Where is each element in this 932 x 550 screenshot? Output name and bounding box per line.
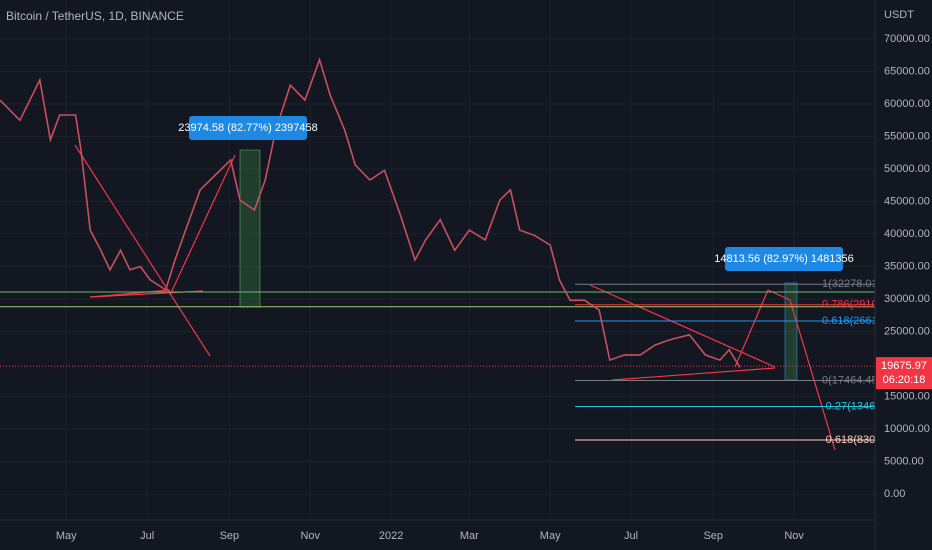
measure-label-bg (189, 116, 307, 140)
fib-label: 1(32278.01) (822, 278, 881, 290)
measure-label: 14813.56 (82.97%) 1481356 (714, 253, 853, 265)
y-tick-label: 25000.00 (884, 325, 930, 337)
x-tick-label: May (540, 530, 561, 542)
y-tick-label: 40000.00 (884, 228, 930, 240)
y-tick-label: 50000.00 (884, 163, 930, 175)
measure-box (784, 282, 798, 381)
trend-line (611, 367, 776, 381)
trend-line (74, 144, 211, 357)
fib-label: 0.786(29107.9 (822, 299, 893, 311)
plot-area: 1(32278.01) 0.786(29107.9 0.618(26619.2 0(1… (0, 0, 893, 520)
last-price: 19675.97 (881, 360, 927, 372)
x-tick-label: Sep (703, 530, 723, 542)
fib-label: -0.27(13464.7 (822, 400, 891, 412)
drawings (74, 144, 836, 451)
currency: USDT (884, 9, 914, 21)
x-tick-label: May (56, 530, 77, 542)
measure-label: 23974.58 (82.77%) 2397458 (178, 122, 317, 134)
y-tick-label: 5000.00 (884, 455, 924, 467)
price-badge (876, 357, 932, 390)
x-tick-label: Mar (460, 530, 479, 542)
y-tick-label: 10000.00 (884, 423, 930, 435)
y-tick-label: 0.00 (884, 488, 905, 500)
trend-line (89, 289, 171, 298)
x-tick-label: Jul (140, 530, 154, 542)
measure-label-bg (725, 247, 843, 271)
trend-line (789, 299, 836, 451)
x-tick-label: Sep (220, 530, 240, 542)
trend-line (589, 284, 776, 368)
chart-title: Bitcoin / TetherUS, 1D, BINANCE (6, 9, 184, 23)
price-line (0, 57, 741, 368)
y-tick-label: 70000.00 (884, 33, 930, 45)
fib-label: 0.618(26619.2 (822, 315, 893, 327)
fib-label: -0.618(8309.6 (822, 434, 891, 446)
y-tick-label: 45000.00 (884, 195, 930, 207)
x-tick-label: 2022 (379, 530, 403, 542)
y-tick-label: 55000.00 (884, 130, 930, 142)
trend-line (734, 289, 769, 368)
y-tick-label: 15000.00 (884, 390, 930, 402)
trend-line (169, 154, 236, 296)
y-tick-label: 65000.00 (884, 65, 930, 77)
y-tick-label: 60000.00 (884, 98, 930, 110)
countdown: 06:20:18 (883, 374, 926, 386)
y-tick-label: 30000.00 (884, 293, 930, 305)
x-tick-label: Nov (300, 530, 320, 542)
x-tick-label: Nov (784, 530, 804, 542)
fib-label: 0(17464.45) (822, 374, 881, 386)
measure-box (239, 149, 261, 308)
y-tick-label: 35000.00 (884, 260, 930, 272)
x-tick-label: Jul (624, 530, 638, 542)
